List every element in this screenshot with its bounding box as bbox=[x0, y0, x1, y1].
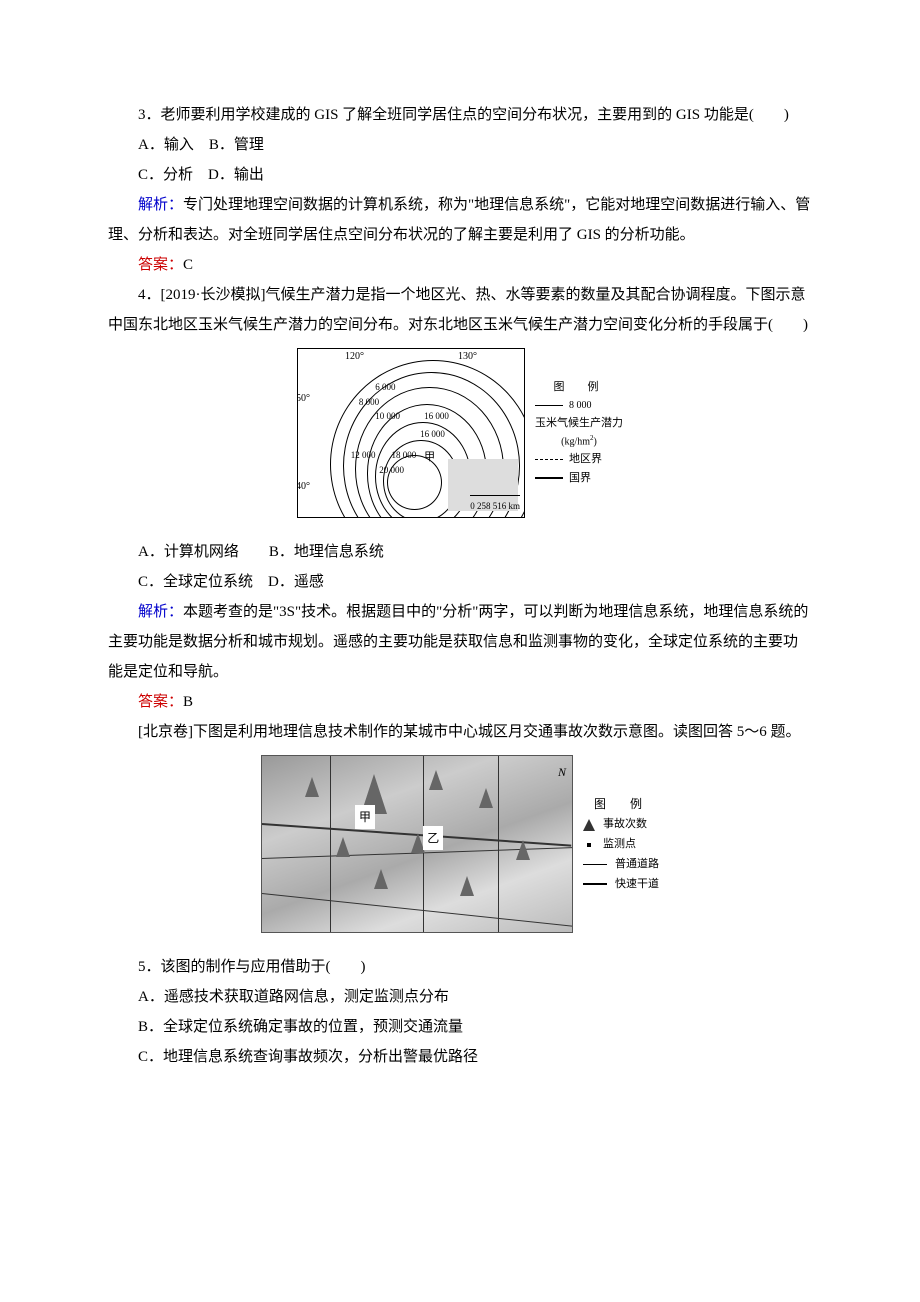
q3-expl-text: 专门处理地理空间数据的计算机系统，称为"地理信息系统"，它能对地理空间数据进行输… bbox=[108, 197, 810, 243]
center-label: 甲 bbox=[424, 446, 435, 468]
legend-item1-unit: (kg/hm2) bbox=[535, 433, 623, 450]
passage56-stem: [北京卷]下图是利用地理信息技术制作的某城市中心城区月交通事故次数示意图。读图回… bbox=[108, 717, 812, 747]
answer-label: 答案： bbox=[138, 694, 183, 710]
national-border-icon bbox=[535, 477, 563, 479]
contour-val: 20 000 bbox=[379, 461, 404, 479]
north-arrow-icon: N bbox=[558, 760, 566, 784]
peak-icon bbox=[583, 819, 595, 831]
q4-optD: D．遥感 bbox=[268, 574, 324, 590]
q4-optB: B．地理信息系统 bbox=[269, 544, 384, 560]
q3-optD: D．输出 bbox=[208, 167, 264, 183]
q4-ans-text: B bbox=[183, 694, 193, 710]
q3-answer: 答案：C bbox=[108, 250, 812, 280]
contour-val: 16 000 bbox=[420, 425, 445, 443]
map-label-yi: 乙 bbox=[423, 826, 443, 850]
q5-stem: 5．该图的制作与应用借助于( ) bbox=[108, 952, 812, 982]
q4-options-cd: C．全球定位系统 D．遥感 bbox=[108, 567, 812, 597]
map-label-jia: 甲 bbox=[355, 805, 375, 829]
q4-explanation: 解析：本题考查的是"3S"技术。根据题目中的"分析"两字，可以判断为地理信息系统… bbox=[108, 597, 812, 687]
dot-icon bbox=[587, 843, 591, 847]
legend-title: 图 例 bbox=[583, 794, 659, 816]
q5-optB: B．全球定位系统确定事故的位置，预测交通流量 bbox=[108, 1012, 812, 1042]
q4-expl-text: 本题考查的是"3S"技术。根据题目中的"分析"两字，可以判断为地理信息系统，地理… bbox=[108, 604, 808, 680]
lat-40: 40° bbox=[297, 477, 310, 497]
legend-accidents: 事故次数 bbox=[603, 815, 647, 835]
q3-optC: C．分析 bbox=[138, 167, 193, 183]
q4-legend: 图 例 8 000 玉米气候生产潜力 (kg/hm2) 地区界 国界 bbox=[535, 378, 623, 487]
legend-sample-val: 8 000 bbox=[569, 397, 592, 414]
q4-optC: C．全球定位系统 bbox=[138, 574, 253, 590]
answer-label: 答案： bbox=[138, 257, 183, 273]
legend-expressway: 快速干道 bbox=[615, 875, 659, 895]
q3-ans-text: C bbox=[183, 257, 193, 273]
city-traffic-map: N 甲 乙 bbox=[261, 755, 573, 933]
contour-val: 10 000 bbox=[375, 407, 400, 425]
q3-stem: 3．老师要利用学校建成的 GIS 了解全班同学居住点的空间分布状况，主要用到的 … bbox=[108, 100, 812, 130]
explain-label: 解析： bbox=[138, 604, 183, 620]
legend-item3: 国界 bbox=[569, 469, 591, 488]
q3-options-ab: A．输入 B．管理 bbox=[108, 130, 812, 160]
q4-optA: A．计算机网络 bbox=[138, 544, 239, 560]
legend-road: 普通道路 bbox=[615, 855, 659, 875]
passage56-figure: N 甲 乙 图 例 事故次数 监测点 普通道路 快速干道 bbox=[108, 755, 812, 944]
q3-optA: A．输入 bbox=[138, 137, 194, 153]
legend-title: 图 例 bbox=[535, 378, 623, 397]
contour-val: 16 000 bbox=[424, 407, 449, 425]
legend-item2: 地区界 bbox=[569, 450, 602, 469]
thin-line-icon bbox=[583, 864, 607, 865]
q4-options-ab: A．计算机网络 B．地理信息系统 bbox=[108, 537, 812, 567]
q4-answer: 答案：B bbox=[108, 687, 812, 717]
q3-explanation: 解析：专门处理地理空间数据的计算机系统，称为"地理信息系统"，它能对地理空间数据… bbox=[108, 190, 812, 250]
q3-options-cd: C．分析 D．输出 bbox=[108, 160, 812, 190]
region-border-icon bbox=[535, 459, 563, 460]
legend-monitor: 监测点 bbox=[603, 835, 636, 855]
q3-optB: B．管理 bbox=[209, 137, 264, 153]
q4-figure: 120° 130° 50° 40° 6 000 8 000 10 000 16 … bbox=[108, 348, 812, 529]
q5-optA: A．遥感技术获取道路网信息，测定监测点分布 bbox=[108, 982, 812, 1012]
q4-stem: 4．[2019·长沙模拟]气候生产潜力是指一个地区光、热、水等要素的数量及其配合… bbox=[108, 280, 812, 340]
legend-item1-text: 玉米气候生产潜力 bbox=[535, 414, 623, 433]
q4-map: 120° 130° 50° 40° 6 000 8 000 10 000 16 … bbox=[297, 348, 525, 518]
explain-label: 解析： bbox=[138, 197, 183, 213]
thick-line-icon bbox=[583, 883, 607, 885]
contour-line-icon bbox=[535, 405, 563, 406]
passage56-legend: 图 例 事故次数 监测点 普通道路 快速干道 bbox=[583, 794, 659, 895]
q5-optC: C．地理信息系统查询事故频次，分析出警最优路径 bbox=[108, 1042, 812, 1072]
lat-50: 50° bbox=[297, 389, 310, 409]
scale-bar: 0 258 516 km bbox=[470, 495, 520, 515]
contour-val: 12 000 bbox=[351, 446, 376, 464]
